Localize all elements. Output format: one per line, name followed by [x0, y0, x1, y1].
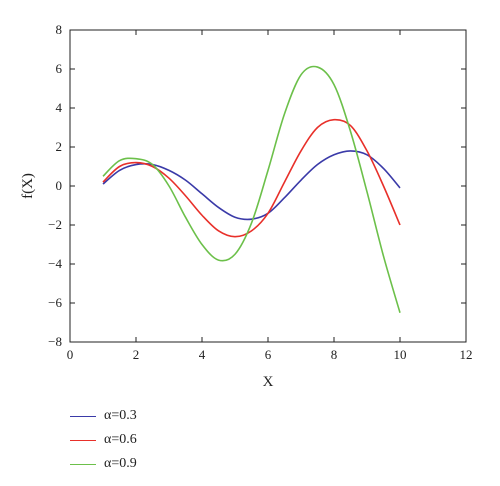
legend-label: α=0.9 — [104, 456, 137, 471]
line-chart: 0 2 4 6 8 10 12 −8 −6 −4 −2 0 2 4 6 8 X f(X) — [20, 22, 473, 390]
axis-ticks: 0 2 4 6 8 10 12 −8 −6 −4 −2 0 2 4 6 8 — [48, 22, 472, 362]
legend-item: α=0.6 — [70, 428, 137, 452]
y-tick-label: −4 — [48, 256, 62, 271]
y-tick-label: 0 — [56, 178, 63, 193]
x-tick-label: 2 — [133, 347, 140, 362]
legend-item: α=0.9 — [70, 452, 137, 476]
y-tick-label: 6 — [56, 61, 63, 76]
legend-label: α=0.3 — [104, 408, 137, 423]
legend-swatch — [70, 439, 96, 441]
x-tick-label: 0 — [67, 347, 74, 362]
y-tick-label: 4 — [56, 100, 63, 115]
series-lines — [102, 65, 401, 313]
y-tick-label: −6 — [48, 295, 62, 310]
x-tick-label: 12 — [460, 347, 473, 362]
plot-frame — [69, 29, 467, 343]
x-tick-label: 6 — [265, 347, 272, 362]
x-tick-label: 10 — [394, 347, 407, 362]
x-tick-label: 8 — [331, 347, 338, 362]
legend-item: α=0.3 — [70, 404, 137, 428]
legend-swatch — [70, 463, 96, 465]
legend-swatch — [70, 415, 96, 417]
y-tick-label: −8 — [48, 334, 62, 349]
y-tick-label: 2 — [56, 139, 63, 154]
series-line — [102, 65, 401, 313]
legend: α=0.3 α=0.6 α=0.9 — [70, 404, 137, 476]
x-tick-label: 4 — [199, 347, 206, 362]
y-axis-label: f(X) — [20, 173, 36, 199]
y-tick-label: −2 — [48, 217, 62, 232]
series-line — [102, 118, 401, 238]
legend-label: α=0.6 — [104, 432, 137, 447]
y-tick-label: 8 — [56, 22, 63, 37]
x-axis-label: X — [263, 374, 274, 390]
